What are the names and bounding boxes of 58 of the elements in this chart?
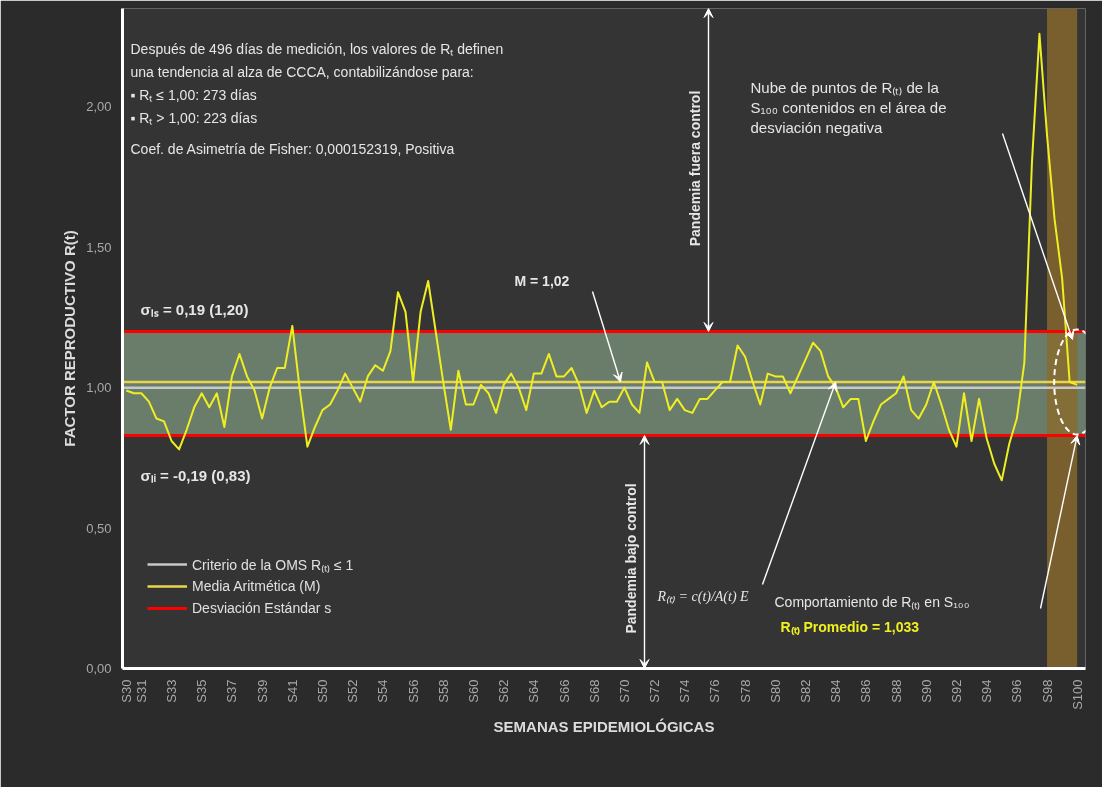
annotation: R₍ₜ₎ = c(t)/A(t) E: [656, 589, 750, 605]
x-axis-title: SEMANAS EPIDEMIOLÓGICAS: [493, 717, 715, 735]
legend-label: Criterio de la OMS R₍ₜ₎ ≤ 1: [192, 555, 354, 574]
legend-label: Media Aritmética (M): [192, 578, 321, 594]
y-tick-label: 0,50: [86, 520, 112, 536]
annotation: Nube de puntos de R₍ₜ₎ de la S₁₀₀ contenidos en el área de desviación negativa: [750, 78, 947, 137]
annotation: ▪ Rₜ > 1,00: 223 días: [130, 109, 258, 126]
x-tick-label: S94: [979, 679, 995, 703]
annotation: una tendencia al alza de CCCA, contabilizándose para:: [130, 63, 474, 80]
x-tick-label: S86: [858, 679, 874, 703]
x-tick-label: S78: [737, 679, 753, 703]
x-tick-label: S35: [194, 679, 210, 703]
annotation: Pandemia fuera control: [686, 90, 703, 247]
x-tick-label: S33: [164, 679, 180, 703]
x-tick-label: S31: [133, 679, 149, 703]
x-tick-label: S100: [1069, 679, 1085, 710]
y-axis-title: FACTOR REPRODUCTIVO R(t): [61, 230, 79, 447]
annotation: σₗᵢ = -0,19 (0,83): [140, 466, 251, 484]
annotation: Coef. de Asimetría de Fisher: 0,000152319, Positiva: [130, 140, 455, 157]
y-tick-label: 0,00: [86, 661, 112, 676]
x-tick-label: S66: [556, 679, 572, 703]
x-tick-label: S58: [435, 679, 451, 703]
x-tick-label: S68: [586, 679, 602, 703]
x-tick-label: S72: [647, 679, 663, 703]
x-tick-label: S82: [798, 679, 814, 703]
x-tick-label: S98: [1039, 679, 1055, 703]
x-tick-label: S41: [284, 679, 300, 703]
x-tick-label: S76: [707, 679, 723, 703]
x-tick-label: S37: [224, 679, 240, 703]
legend-label: Desviación Estándar s: [192, 600, 332, 616]
annotation: R₍ₜ₎ Promedio = 1,033: [780, 618, 920, 636]
x-tick-label: S62: [496, 679, 512, 703]
x-tick-label: S56: [405, 679, 421, 703]
y-tick-label: 1,00: [86, 380, 112, 396]
x-tick-label: S50: [315, 679, 330, 703]
line-series: [125, 32, 1079, 482]
x-tick-label: S92: [948, 679, 964, 703]
x-tick-label: S74: [677, 679, 693, 703]
x-tick-label: S39: [254, 679, 270, 703]
annotation: Pandemia bajo control: [622, 483, 639, 634]
annotation: σₗₛ = 0,19 (1,20): [140, 300, 249, 318]
x-tick-label: S54: [375, 679, 391, 703]
y-tick-label: 2,00: [86, 99, 112, 115]
annotation: Comportamiento de R₍ₜ₎ en S₁₀₀: [774, 593, 970, 610]
x-tick-label: S64: [526, 679, 542, 703]
x-tick-label: S52: [345, 679, 361, 703]
x-tick-label: S70: [616, 679, 632, 703]
x-tick-label: S30: [118, 679, 134, 703]
x-tick-label: S60: [465, 679, 481, 703]
x-tick-label: S96: [1009, 679, 1025, 703]
x-tick-label: S88: [888, 679, 904, 703]
x-tick-label: S84: [828, 679, 844, 703]
annotation: ▪ Rₜ ≤ 1,00: 273 días: [130, 86, 257, 103]
y-tick-label: 1,50: [86, 239, 112, 255]
x-tick-label: S80: [767, 679, 783, 703]
annotation: M = 1,02: [514, 272, 570, 289]
x-tick-label: S90: [918, 679, 934, 703]
annotation: Después de 496 días de medición, los valores de Rₜ definen: [130, 40, 504, 57]
